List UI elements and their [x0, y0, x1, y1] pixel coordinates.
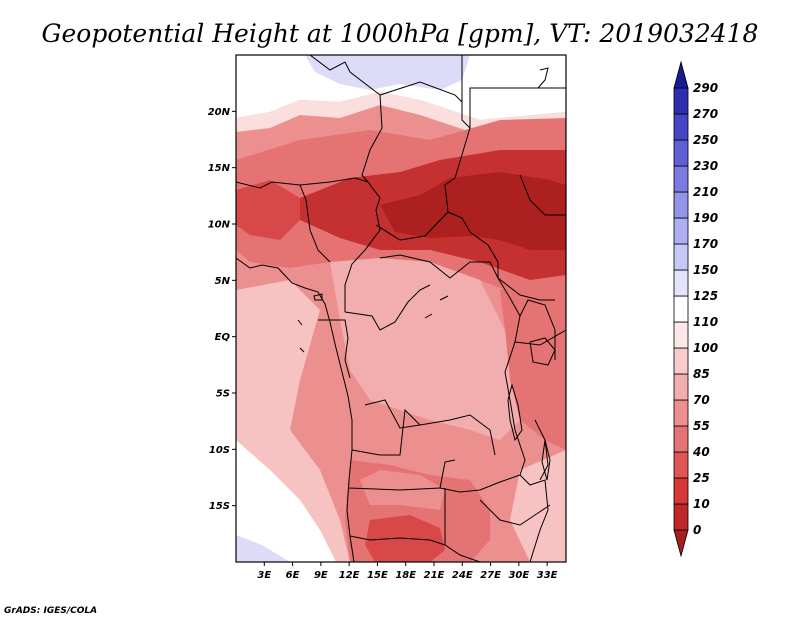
- colorbar-level-label: 25: [693, 471, 710, 485]
- lake-victoria: [529, 337, 556, 366]
- colorbar-swatch: [673, 477, 689, 505]
- colorbar-level-label: 290: [693, 81, 718, 95]
- field-reddarkest-core: [380, 172, 566, 250]
- border-sudan: [444, 127, 471, 213]
- colorbar-swatch: [673, 347, 689, 375]
- plot-frame: [235, 54, 567, 563]
- colorbar-level-label: 190: [693, 211, 718, 225]
- border-car-south: [379, 254, 499, 279]
- lon-tick-label: 21E: [424, 570, 445, 581]
- colorbar-level-label: 85: [693, 367, 710, 381]
- field-rose-congo: [330, 258, 520, 440]
- field-red-east-africa: [500, 285, 566, 450]
- colorbar: 0 10 25 40 55 70 85 100 110 125 150 170 190 210 230 250…: [673, 60, 718, 558]
- colorbar-swatch: [673, 529, 689, 558]
- lon-tick-label: 6E: [286, 570, 300, 581]
- lon-tick-label: 12E: [339, 570, 360, 581]
- colorbar-level-label: 125: [693, 289, 718, 303]
- border-nigeria: [299, 184, 331, 263]
- colorbar-level-label: 270: [693, 107, 718, 121]
- field-blue-southwest: [236, 535, 290, 562]
- colorbar-swatch: [673, 321, 689, 349]
- border-gabon: [318, 319, 351, 379]
- border-malawi: [534, 419, 549, 481]
- colorbar-level-label: 150: [693, 263, 718, 277]
- lon-tick-label: 15E: [367, 570, 388, 581]
- grads-credit: GrADS: IGES/COLA: [4, 606, 97, 616]
- lon-tick-label: 30E: [508, 570, 529, 581]
- colorbar-swatch: [673, 60, 689, 89]
- border-mozambique: [519, 474, 549, 562]
- lat-tick-label: 20N: [208, 107, 231, 118]
- lon-tick-label: 9E: [314, 570, 328, 581]
- nile-red-sea-coast: [537, 67, 549, 89]
- field-pinklight-southeast: [510, 450, 566, 562]
- colorbar-level-label: 40: [692, 445, 710, 459]
- lat-tick-label: 5S: [216, 389, 230, 400]
- field-pinklightest-north: [236, 92, 566, 135]
- colorbar-swatch: [673, 87, 689, 115]
- colorbar-swatch: [673, 503, 689, 531]
- field-redlight-west: [236, 180, 300, 240]
- colorbar-level-label: 250: [693, 133, 718, 147]
- geopotential-field: [236, 55, 566, 562]
- lat-tick-label: 10S: [209, 445, 230, 456]
- colorbar-swatch: [673, 191, 689, 219]
- border-congo: [344, 284, 431, 331]
- border-sahel: [236, 177, 381, 211]
- lat-tick-label: 10N: [208, 220, 231, 231]
- colorbar-level-label: 10: [693, 497, 710, 511]
- border-zimbabwe: [479, 499, 551, 526]
- border-ethiopia: [519, 174, 566, 216]
- colorbar-level-label: 170: [693, 237, 718, 251]
- border-kenya-uganda: [519, 299, 556, 360]
- coast-detail-gulf: [297, 295, 449, 353]
- lon-tick-label: 24E: [452, 570, 473, 581]
- border-tanzania: [514, 329, 566, 346]
- border-drc-west: [364, 399, 496, 456]
- colorbar-swatch: [673, 451, 689, 479]
- lat-tick-label: EQ: [215, 332, 231, 343]
- latitude-axis: 20N 15N 10N 5N EQ 5S 10S 15S: [208, 107, 236, 512]
- country-borders: [236, 55, 566, 562]
- colorbar-swatch: [673, 399, 689, 427]
- colorbar-level-label: 0: [693, 523, 701, 537]
- colorbar-swatch: [673, 269, 689, 297]
- border-chad-car: [375, 211, 471, 241]
- border-niger-chad: [361, 94, 383, 183]
- lat-tick-label: 5N: [215, 276, 231, 287]
- lon-tick-label: 3E: [257, 570, 271, 581]
- border-namibia: [349, 535, 481, 562]
- lake-malawi: [541, 439, 551, 481]
- lon-tick-label: 18E: [395, 570, 416, 581]
- island-bioko: [313, 293, 323, 301]
- colorbar-level-label: 100: [693, 341, 718, 355]
- colorbar-swatch: [673, 295, 689, 323]
- figure-title: Geopotential Height at 1000hPa [gpm], VT…: [42, 19, 759, 48]
- lon-tick-label: 33E: [537, 570, 558, 581]
- lake-tanganyika: [507, 383, 523, 442]
- colorbar-swatch: [673, 139, 689, 167]
- border-zambia: [439, 429, 526, 493]
- lon-tick-label: 27E: [480, 570, 501, 581]
- colorbar-level-label: 70: [693, 393, 710, 407]
- colorbar-swatch: [673, 217, 689, 245]
- longitude-axis: 3E 6E 9E 12E 15E 18E 21E 24E 27E 30E 33E: [257, 562, 558, 581]
- border-angola: [351, 408, 421, 456]
- field-white-southwest: [236, 440, 336, 562]
- coastline-west: [236, 257, 355, 562]
- colorbar-level-label: 55: [693, 419, 710, 433]
- lat-tick-label: 15S: [209, 501, 230, 512]
- lat-tick-label: 15N: [208, 163, 231, 174]
- colorbar-swatch: [673, 373, 689, 401]
- colorbar-level-label: 230: [693, 159, 718, 173]
- colorbar-swatch: [673, 425, 689, 453]
- colorbar-level-label: 210: [693, 185, 718, 199]
- colorbar-swatch: [673, 113, 689, 141]
- colorbar-level-label: 110: [693, 315, 718, 329]
- colorbar-swatch: [673, 165, 689, 193]
- colorbar-swatch: [673, 243, 689, 271]
